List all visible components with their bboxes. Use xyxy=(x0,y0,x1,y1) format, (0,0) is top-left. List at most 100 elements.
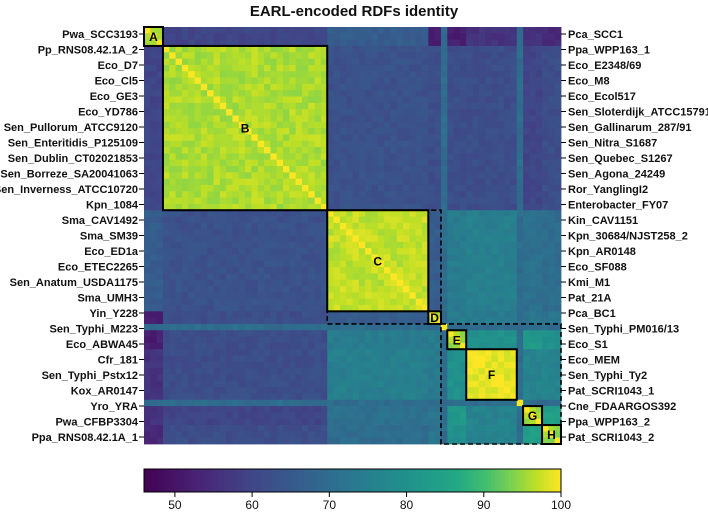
heatmap-cell xyxy=(352,128,360,135)
heatmap-cell xyxy=(162,418,170,426)
heatmap-cell xyxy=(440,140,448,148)
heatmap-cell xyxy=(365,33,372,41)
heatmap-cell xyxy=(327,77,334,85)
heatmap-cell xyxy=(548,96,556,104)
heatmap-cell xyxy=(554,203,562,211)
heatmap-cell xyxy=(226,298,233,306)
heatmap-cell xyxy=(226,178,233,186)
heatmap-cell xyxy=(396,102,404,110)
heatmap-cell xyxy=(245,71,252,78)
heatmap-cell xyxy=(320,134,328,142)
heatmap-cell xyxy=(264,58,271,66)
heatmap-cell xyxy=(529,273,537,281)
heatmap-cell xyxy=(365,418,372,426)
heatmap-cell xyxy=(396,210,404,217)
heatmap-cell xyxy=(377,305,385,312)
heatmap-cell xyxy=(358,323,366,331)
heatmap-cell xyxy=(390,134,398,142)
heatmap-cell xyxy=(516,418,524,426)
heatmap-cell xyxy=(447,248,454,255)
heatmap-cell xyxy=(409,399,417,407)
heatmap-cell xyxy=(333,210,341,217)
heatmap-cell xyxy=(415,102,423,110)
heatmap-cell xyxy=(428,330,436,337)
heatmap-cell xyxy=(415,380,423,388)
heatmap-cell xyxy=(409,128,417,135)
heatmap-cell xyxy=(472,355,480,363)
heatmap-cell xyxy=(175,361,183,369)
heatmap-cell xyxy=(459,83,467,91)
heatmap-cell xyxy=(478,229,486,236)
heatmap-cell xyxy=(264,349,271,356)
heatmap-cell xyxy=(219,166,227,173)
heatmap-cell xyxy=(434,191,442,198)
heatmap-cell xyxy=(453,96,461,104)
heatmap-cell xyxy=(447,121,454,129)
heatmap-cell xyxy=(542,64,549,72)
heatmap-cell xyxy=(535,203,543,211)
heatmap-cell xyxy=(219,361,227,369)
heatmap-cell xyxy=(219,292,227,300)
heatmap-cell xyxy=(510,45,518,53)
heatmap-cell xyxy=(472,178,480,186)
heatmap-cell xyxy=(535,267,543,274)
heatmap-cell xyxy=(352,153,360,161)
heatmap-cell xyxy=(485,203,492,211)
heatmap-cell xyxy=(169,399,176,407)
colorbar-segment xyxy=(168,469,173,492)
heatmap-cell xyxy=(276,27,284,34)
heatmap-cell xyxy=(409,361,417,369)
heatmap-cell xyxy=(529,412,537,420)
heatmap-cell xyxy=(213,153,221,161)
heatmap-cell xyxy=(497,317,505,325)
heatmap-cell xyxy=(264,342,271,350)
heatmap-cell xyxy=(257,248,265,255)
heatmap-cell xyxy=(308,33,315,41)
heatmap-cell xyxy=(403,387,410,394)
heatmap-cell xyxy=(156,418,164,426)
heatmap-cell xyxy=(264,355,271,363)
colorbar-segment xyxy=(154,469,159,492)
heatmap-cell xyxy=(504,286,511,293)
heatmap-cell xyxy=(485,153,492,161)
heatmap-cell xyxy=(226,39,233,47)
heatmap-cell xyxy=(384,380,391,388)
heatmap-cell xyxy=(245,355,252,363)
heatmap-cell xyxy=(415,412,423,420)
heatmap-cell xyxy=(352,311,360,319)
heatmap-cell xyxy=(384,437,391,445)
heatmap-cell xyxy=(188,64,195,72)
heatmap-cell xyxy=(232,380,240,388)
heatmap-cell xyxy=(200,140,208,148)
heatmap-cell xyxy=(219,298,227,306)
heatmap-cell xyxy=(213,64,221,72)
heatmap-cell xyxy=(169,412,176,420)
heatmap-cell xyxy=(554,380,562,388)
heatmap-cell xyxy=(510,33,518,41)
heatmap-cell xyxy=(188,286,195,293)
colorbar-segment xyxy=(557,469,562,492)
heatmap-cell xyxy=(283,437,290,445)
heatmap-cell xyxy=(295,83,303,91)
heatmap-cell xyxy=(459,147,467,154)
heatmap-cell xyxy=(440,273,448,281)
heatmap-cell xyxy=(264,45,271,53)
heatmap-cell xyxy=(434,45,442,53)
heatmap-cell xyxy=(516,248,524,255)
heatmap-cell xyxy=(504,58,511,66)
heatmap-cell xyxy=(352,355,360,363)
heatmap-cell xyxy=(504,178,511,186)
heatmap-cell xyxy=(162,178,170,186)
heatmap-cell xyxy=(251,71,259,78)
heatmap-cell xyxy=(283,128,290,135)
heatmap-cell xyxy=(238,349,246,356)
heatmap-cell xyxy=(194,102,202,110)
heatmap-cell xyxy=(289,71,297,78)
heatmap-cell xyxy=(358,406,366,413)
heatmap-cell xyxy=(245,140,252,148)
heatmap-cell xyxy=(542,279,549,287)
heatmap-cell xyxy=(390,399,398,407)
heatmap-cell xyxy=(535,147,543,154)
colorbar-segment xyxy=(505,469,510,492)
heatmap-cell xyxy=(409,305,417,312)
